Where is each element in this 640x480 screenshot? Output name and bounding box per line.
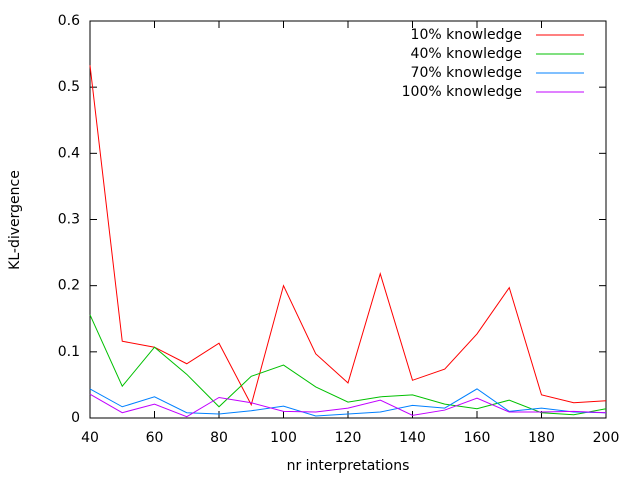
y-tick-label: 0 <box>71 410 80 426</box>
y-tick-label: 0.1 <box>58 344 80 360</box>
data-line <box>89 65 607 407</box>
x-tick-label: 180 <box>528 430 555 446</box>
x-tick-label: 40 <box>81 430 99 446</box>
y-tick-label: 0.3 <box>58 212 80 228</box>
x-axis-label: nr interpretations <box>287 458 410 474</box>
legend-label: 100% knowledge <box>402 84 522 100</box>
data-line <box>89 393 607 418</box>
x-tick-label: 160 <box>464 430 491 446</box>
x-tick-label: 140 <box>399 430 426 446</box>
x-tick-label: 120 <box>335 430 362 446</box>
legend-label: 70% knowledge <box>411 65 522 81</box>
x-tick-label: 60 <box>146 430 164 446</box>
x-tick-label: 80 <box>210 430 228 446</box>
legend-label: 40% knowledge <box>411 46 522 62</box>
y-tick-label: 0.5 <box>58 79 80 95</box>
data-line <box>89 314 607 416</box>
x-tick-label: 200 <box>593 430 620 446</box>
y-axis-label: KL-divergence <box>7 170 23 270</box>
y-tick-label: 0.6 <box>58 13 80 29</box>
x-tick-label: 100 <box>270 430 297 446</box>
y-tick-label: 0.4 <box>58 145 80 161</box>
legend-label: 10% knowledge <box>411 27 522 43</box>
data-line <box>89 388 607 417</box>
y-tick-label: 0.2 <box>58 278 80 294</box>
